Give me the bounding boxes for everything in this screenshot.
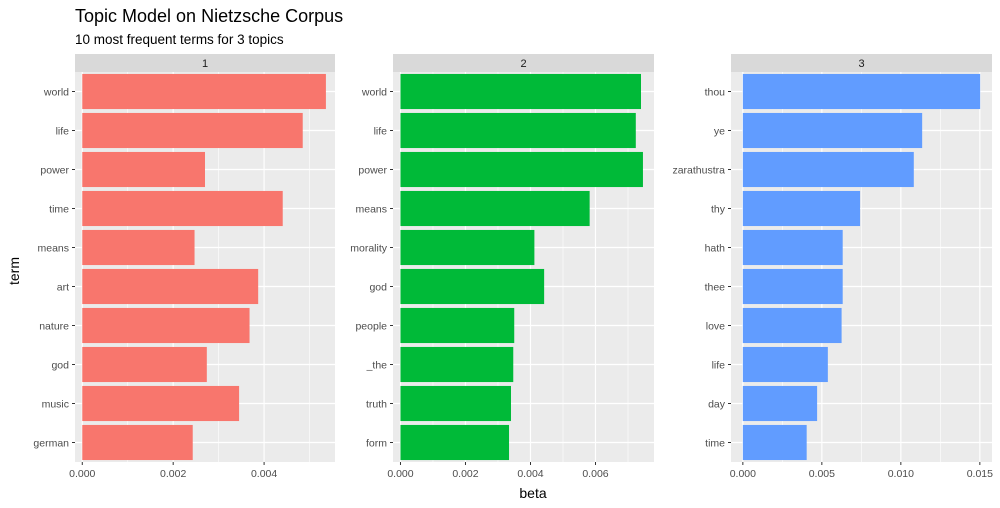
bar-_the (400, 346, 514, 383)
facet-strip-label: 1 (202, 58, 208, 70)
x-tick-label: 0.015 (967, 468, 993, 480)
bar-god (82, 346, 207, 383)
y-tick-label: zarathustra (672, 164, 725, 176)
x-tick-label: 0.000 (730, 468, 756, 480)
y-tick-label: nature (39, 320, 69, 332)
y-tick-label: god (51, 359, 69, 371)
x-tick-label: 0.004 (251, 468, 277, 480)
x-tick-label: 0.002 (452, 468, 478, 480)
y-tick-label: means (37, 242, 69, 254)
facet-strip (393, 54, 654, 72)
facet-panel-1: 1 world life power time means art nature god musi… (33, 54, 335, 480)
x-tick-label: 0.004 (517, 468, 543, 480)
x-axis-title: beta (519, 485, 546, 501)
bar-power (400, 151, 643, 188)
bar-time (742, 424, 807, 461)
y-tick-label: form (366, 437, 387, 449)
y-tick-label: morality (350, 242, 388, 254)
facet-strip-label: 3 (858, 58, 864, 70)
y-tick-label: german (33, 437, 69, 449)
y-axis-title: term (6, 257, 22, 285)
bar-power (82, 151, 205, 188)
facet-panel-3: 3 thou ye zarathustra thy hath thee love life day… (672, 54, 993, 480)
bar-day (742, 385, 818, 422)
bar-love (742, 307, 842, 344)
x-tick-label: 0.006 (582, 468, 608, 480)
y-tick-label: life (712, 359, 726, 371)
bar-life (742, 346, 828, 383)
y-tick-label: truth (366, 398, 387, 410)
y-tick-label: thy (711, 203, 726, 215)
bar-thou (742, 73, 981, 110)
x-tick-label: 0.000 (69, 468, 95, 480)
y-tick-label: life (374, 125, 388, 137)
bar-zarathustra (742, 151, 914, 188)
y-tick-label: life (56, 125, 70, 137)
bar-hath (742, 229, 843, 266)
y-tick-label: art (57, 281, 69, 293)
bar-german (82, 424, 193, 461)
facet-panel-2: 2 world life power means morality god people _th… (350, 54, 654, 480)
bar-god (400, 268, 545, 305)
bar-means (400, 190, 590, 227)
x-tick-label: 0.005 (809, 468, 835, 480)
x-tick-label: 0.002 (160, 468, 186, 480)
y-tick-label: world (361, 86, 387, 98)
bar-world (82, 73, 326, 110)
y-tick-label: _the (366, 359, 388, 371)
facet-strip (731, 54, 992, 72)
facet-strip-label: 2 (520, 58, 526, 70)
chart-title: Topic Model on Nietzsche Corpus (75, 6, 343, 26)
x-tick-label: 0.010 (888, 468, 914, 480)
y-tick-label: power (358, 164, 387, 176)
bar-music (82, 385, 240, 422)
bar-art (82, 268, 259, 305)
bar-people (400, 307, 515, 344)
y-tick-label: ye (714, 125, 725, 137)
y-tick-label: people (355, 320, 387, 332)
y-tick-label: time (49, 203, 69, 215)
facet-panels: 1 world life power time means art nature god musi… (33, 54, 993, 480)
bar-means (82, 229, 195, 266)
bar-ye (742, 112, 923, 149)
y-tick-label: hath (705, 242, 726, 254)
bar-life (82, 112, 303, 149)
y-tick-label: world (43, 86, 69, 98)
x-tick-label: 0.000 (387, 468, 413, 480)
y-tick-label: day (708, 398, 726, 410)
bar-world (400, 73, 641, 110)
y-tick-label: thee (705, 281, 726, 293)
y-tick-label: thou (705, 86, 726, 98)
y-tick-label: power (40, 164, 69, 176)
y-tick-label: god (369, 281, 387, 293)
bar-form (400, 424, 510, 461)
bar-time (82, 190, 283, 227)
bar-truth (400, 385, 511, 422)
bar-morality (400, 229, 535, 266)
bar-nature (82, 307, 250, 344)
y-tick-label: love (706, 320, 725, 332)
y-tick-label: time (705, 437, 725, 449)
bar-thy (742, 190, 861, 227)
y-tick-label: means (355, 203, 387, 215)
y-tick-label: music (42, 398, 69, 410)
chart-subtitle: 10 most frequent terms for 3 topics (75, 32, 284, 47)
bar-thee (742, 268, 843, 305)
bar-life (400, 112, 636, 149)
facet-strip (75, 54, 335, 72)
